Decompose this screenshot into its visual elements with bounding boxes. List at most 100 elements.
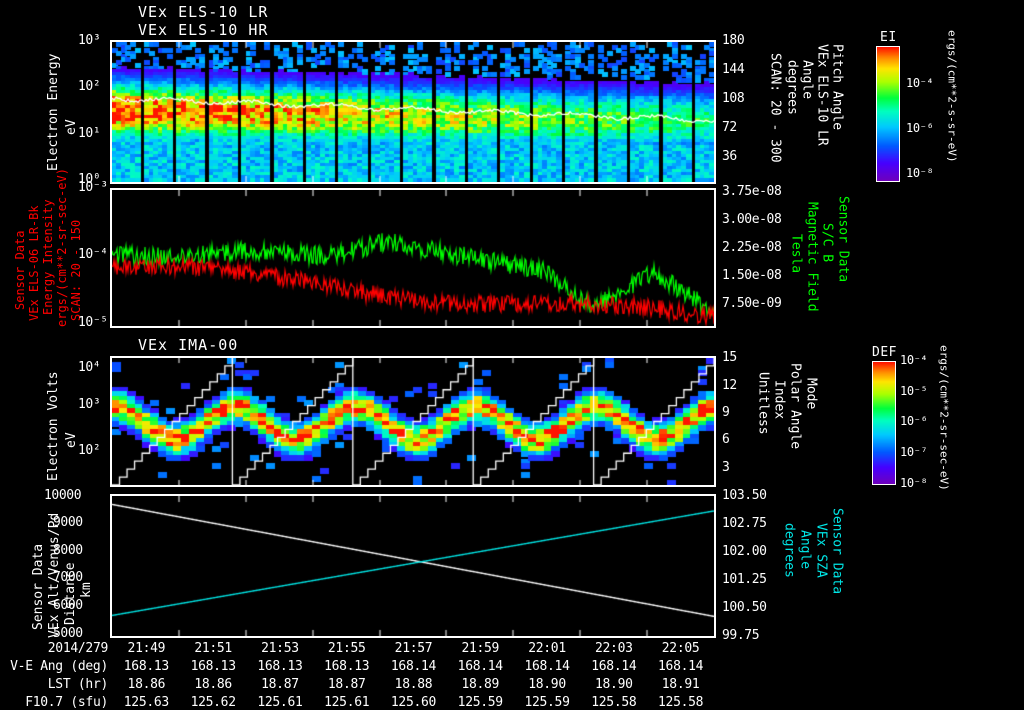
panel3-ytick-1: 10³	[78, 397, 101, 412]
panel3-rtick-0: 15	[722, 350, 737, 365]
panel1-rtick-2: 108	[722, 91, 745, 106]
panel3-ytick-0: 10⁴	[78, 360, 101, 375]
panel2-rtick-4: 7.50e-09	[722, 296, 782, 311]
panel2-left-axis-label-line3: Energy Intensity	[41, 199, 55, 315]
bottom-table-lst-4: 18.88	[394, 677, 433, 692]
panel4-left-axis-label-line1: Sensor Data	[31, 543, 46, 630]
panel4-right-axis-label-3: Angle	[798, 530, 813, 590]
bottom-table-ve-ang-2: 168.13	[257, 659, 303, 674]
panel4-ytick-3: 7000	[53, 570, 83, 585]
bottom-table-row-label-1: LST (hr)	[47, 677, 109, 692]
panel4-right-axis-label-line1: Sensor Data	[829, 508, 845, 595]
bottom-table-ve-ang-7: 168.14	[591, 659, 637, 674]
panel4-rtick-2: 102.00	[722, 544, 767, 559]
bottom-table-time-4: 21:57	[394, 641, 433, 656]
panel4-rtick-0: 103.50	[722, 488, 767, 503]
panel4-right-axis-label-line4: degrees	[781, 523, 797, 578]
panel1-rtick-1: 144	[722, 62, 745, 77]
panel3-colorbar-unit: ergs/(cm**2-sr-sec-eV)	[938, 345, 951, 491]
panel4-left-axis-label-1: Sensor Data	[31, 520, 46, 630]
bottom-table-time-1: 21:51	[194, 641, 232, 656]
panel3-cbar-tick-2: 10⁻⁶	[900, 414, 928, 428]
panel1-title-line2: VEx ELS-10 HR	[138, 21, 269, 39]
bottom-table-time-0: 21:49	[127, 641, 166, 656]
panel2-ytick-0: 10⁻³	[78, 180, 108, 195]
panel4-ytick-5: 5000	[53, 626, 83, 641]
bottom-table-time-5: 21:59	[461, 641, 500, 656]
bottom-table-ve-ang-8: 168.14	[658, 659, 704, 674]
panel2-right-axis-label-line3: Magnetic Field	[804, 202, 820, 312]
panel1-cbar-tick-2: 10⁻⁸	[906, 166, 934, 180]
bottom-table-f107-2: 125.61	[257, 695, 303, 710]
panel1-title-line1: VEx ELS-10 LR	[138, 3, 269, 21]
panel4-right-axis-label-4: degrees	[781, 523, 797, 603]
bottom-table-f107-1: 125.62	[190, 695, 236, 710]
bottom-table-ve-ang-6: 168.14	[524, 659, 570, 674]
panel1-right-axis-label-3: Angle	[799, 60, 815, 140]
bottom-table-f107-8: 125.58	[658, 695, 704, 710]
panel2-right-axis-label-4: Tesla	[788, 234, 804, 289]
bottom-table-time-6: 22:01	[528, 641, 566, 656]
panel4-ytick-1: 9000	[53, 515, 83, 530]
bottom-table-ve-ang-1: 168.13	[190, 659, 236, 674]
panel1-plot-area[interactable]	[110, 40, 716, 184]
panel1-cbar-tick-1: 10⁻⁶	[906, 121, 934, 135]
panel2-rtick-3: 1.50e-08	[722, 268, 782, 283]
panel4-lines-canvas[interactable]	[112, 496, 714, 636]
panel1-colorbar-canvas	[877, 47, 899, 181]
bottom-table-ve-ang-4: 168.14	[390, 659, 437, 674]
panel3-right-axis-label-3: Index	[771, 380, 787, 435]
panel4-right-axis-label-line2: VEx SZA	[813, 523, 829, 578]
panel2-left-axis-label-3: Energy Intensity	[41, 199, 55, 315]
panel3-left-axis-label-line1: Electron Volts	[46, 371, 61, 481]
bottom-table-row-label-0: V-E Ang (deg)	[10, 659, 108, 674]
bottom-table-f107-5: 125.59	[457, 695, 503, 710]
panel1-right-axis-label-line2: VEx ELS-10 LR	[814, 44, 830, 146]
panel3-cbar-tick-3: 10⁻⁷	[900, 445, 928, 459]
panel3-right-axis-label-line3: Index	[771, 380, 787, 420]
panel1-rtick-3: 72	[722, 120, 737, 135]
panel4-ytick-0: 10000	[44, 488, 82, 503]
bottom-table-f107-6: 125.59	[524, 695, 570, 710]
panel3-right-axis-label-4: Unitless	[755, 372, 771, 442]
panel3-right-axis-label-line1: Mode	[803, 378, 819, 410]
panel1-right-axis-label-line3: Angle	[799, 60, 815, 100]
panel1-left-axis-label: Electron Energy	[46, 52, 61, 172]
panel3-right-axis-label-line4: Unitless	[755, 372, 771, 435]
panel3-left-axis-units: eV	[64, 408, 79, 448]
panel1-left-axis-units: eV	[64, 95, 79, 135]
panel1-spectrogram-canvas[interactable]	[112, 42, 714, 182]
panel3-cbar-tick-1: 10⁻⁵	[900, 384, 928, 398]
bottom-table-time-7: 22:03	[595, 641, 633, 656]
panel1-ytick-1: 10²	[78, 79, 101, 94]
panel2-plot-area[interactable]	[110, 188, 716, 328]
panel3-plot-area[interactable]	[110, 356, 716, 487]
panel2-ytick-2: 10⁻⁵	[78, 315, 108, 330]
panel2-right-axis-label-line1: Sensor Data	[835, 196, 851, 283]
panel2-left-axis-label-4: ergs/(cm**2-sr-sec-eV)	[55, 168, 69, 327]
panel4-plot-area[interactable]	[110, 494, 716, 638]
panel4-right-axis-label-2: VEx SZA	[813, 523, 829, 601]
panel3-right-axis-label-line2: Polar Angle	[787, 363, 803, 450]
panel2-left-axis-label-line4: ergs/(cm**2-sr-sec-eV)	[55, 168, 69, 327]
panel3-title: VEx IMA-00	[138, 336, 239, 354]
panel1-rtick-0: 180	[722, 33, 745, 48]
panel1-right-axis-label-5: SCAN: 20 - 300	[768, 53, 783, 173]
panel2-right-axis-label-line4: Tesla	[788, 234, 804, 274]
panel2-ytick-1: 10⁻⁴	[78, 247, 108, 262]
panel3-spectrogram-canvas[interactable]	[112, 358, 714, 485]
panel3-cbar-tick-4: 10⁻⁸	[900, 476, 928, 490]
bottom-table-row-label-2: F10.7 (sfu)	[25, 695, 108, 710]
panel4-rtick-4: 100.50	[722, 600, 767, 615]
panel3-colorbar-canvas	[873, 362, 895, 484]
panel4-rtick-1: 102.75	[722, 516, 767, 531]
panel1-colorbar-unit-text: ergs/(cm**2-s-sr-eV)	[945, 30, 959, 163]
panel2-lines-canvas[interactable]	[112, 190, 714, 326]
panel1-right-axis-label-line1: Pitch Angle	[829, 44, 845, 131]
panel4-rtick-3: 101.25	[722, 572, 767, 587]
bottom-table-time-8: 22:05	[661, 641, 700, 656]
panel3-left-axis-label: Electron Volts	[46, 366, 61, 481]
panel2-left-axis-label-line1: Sensor Data	[13, 230, 27, 310]
panel3-right-axis-label-1: Mode	[803, 378, 819, 433]
panel2-left-axis-label-2: VEx ELS-06 LR-Bk	[27, 196, 41, 321]
